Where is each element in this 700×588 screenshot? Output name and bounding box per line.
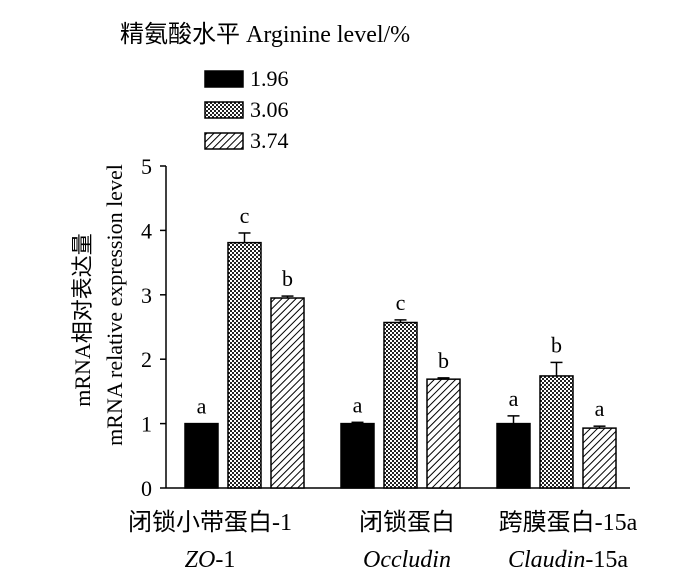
significance-letter: a: [595, 396, 605, 421]
x-category-label-cn: 闭锁蛋白: [359, 509, 455, 536]
bars: a c b a c b a b a: [184, 203, 617, 489]
significance-letter: b: [282, 266, 293, 291]
y-tick-label: 4: [141, 218, 152, 243]
x-category-label-cn: 跨膜蛋白-15a: [499, 509, 638, 536]
legend-title: 精氨酸水平 Arginine level/%: [120, 21, 410, 48]
bar-1-2: [227, 241, 262, 489]
significance-letter: a: [509, 386, 519, 411]
bar-2-2: [383, 321, 418, 489]
significance-letter: c: [396, 290, 406, 315]
y-tick-label: 2: [141, 347, 152, 372]
significance-letter: a: [353, 392, 363, 417]
legend-item-2: 3.06: [204, 97, 289, 122]
y-tick-label: 3: [141, 283, 152, 308]
legend-swatch-1: [204, 70, 244, 88]
bar-2-1: [340, 422, 375, 489]
legend-label-3: 3.74: [250, 128, 289, 153]
x-category-label-en: ZO-1: [185, 547, 236, 573]
x-category-label-en: Occludin: [363, 547, 451, 573]
bar-3-3: [582, 427, 617, 489]
significance-letter: c: [240, 203, 250, 228]
bar-1-1: [184, 422, 219, 489]
y-tick-label: 0: [141, 476, 152, 501]
significance-letter: a: [197, 394, 207, 419]
significance-letter: b: [438, 348, 449, 373]
legend-item-3: 3.74: [204, 128, 289, 153]
bar-2-3: [426, 378, 461, 489]
bar-3-2: [539, 375, 574, 489]
x-axis-labels: 闭锁小带蛋白-1 ZO-1 闭锁蛋白 Occludin 跨膜蛋白-15a Claudin-…: [128, 509, 638, 573]
y-axis-ticks: 0 1 2 3 4 5: [141, 154, 166, 501]
legend-swatch-3: [204, 132, 244, 150]
significance-letter: b: [551, 332, 562, 357]
bar-3-1: [496, 422, 531, 489]
y-tick-label: 1: [141, 412, 152, 437]
y-axis-title-en: mRNA relative expression level: [102, 164, 127, 446]
y-axis-title-cn: mRNA相对表达量: [70, 233, 95, 407]
bar-1-3: [270, 297, 305, 489]
x-category-label-en: Claudin-15a: [508, 547, 628, 573]
x-category-label-cn: 闭锁小带蛋白-1: [128, 509, 292, 536]
legend-swatch-2: [204, 101, 244, 119]
legend-item-1: 1.96: [204, 66, 289, 91]
legend: 1.96 3.06 3.74: [204, 66, 289, 153]
y-tick-label: 5: [141, 154, 152, 179]
legend-label-1: 1.96: [250, 66, 289, 91]
legend-label-2: 3.06: [250, 97, 289, 122]
